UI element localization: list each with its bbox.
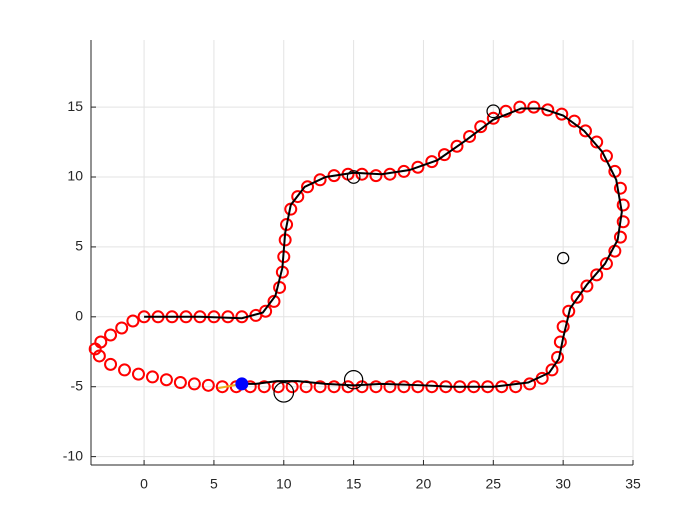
track-marker — [450, 139, 464, 153]
track-marker — [463, 129, 477, 143]
track-marker — [92, 349, 106, 363]
track-marker — [115, 321, 129, 335]
track-marker — [126, 314, 140, 328]
track-marker — [551, 350, 565, 364]
obstacle — [273, 381, 295, 403]
x-tick-label: 15 — [346, 476, 362, 492]
track-marker — [327, 380, 341, 394]
track-marker — [187, 377, 201, 391]
x-tick-label: 35 — [625, 476, 641, 492]
track-marker — [579, 124, 593, 138]
track-marker — [541, 103, 555, 117]
track-marker — [104, 328, 118, 342]
track-marker — [257, 380, 271, 394]
track-marker — [474, 120, 488, 134]
track-marker — [425, 155, 439, 169]
track-marker — [145, 370, 159, 384]
y-tick-label: 15 — [67, 98, 83, 114]
track-marker — [613, 230, 627, 244]
track-marker — [369, 380, 383, 394]
track-marker — [259, 304, 273, 318]
y-tick-label: -5 — [71, 377, 84, 393]
track-marker — [590, 135, 604, 149]
y-tick-label: 0 — [75, 308, 83, 324]
track-marker — [131, 367, 145, 381]
track-marker — [599, 257, 613, 271]
track-marker — [201, 378, 215, 392]
obstacle — [556, 251, 570, 265]
track-marker — [397, 380, 411, 394]
obstacle — [486, 104, 501, 119]
track-marker — [369, 169, 383, 183]
point — [235, 377, 249, 391]
x-tick-label: 0 — [140, 476, 148, 492]
track-marker — [553, 335, 567, 349]
track-marker — [567, 114, 581, 128]
x-tick-label: 20 — [416, 476, 432, 492]
track-marker — [383, 380, 397, 394]
track-marker — [94, 335, 108, 349]
track-marker — [590, 268, 604, 282]
track-marker — [499, 104, 513, 118]
track-marker — [267, 294, 281, 308]
track-marker — [313, 380, 327, 394]
line — [144, 107, 623, 388]
track-marker — [291, 190, 305, 204]
track-marker — [104, 357, 118, 371]
track-marker — [616, 198, 630, 212]
track-marker — [118, 363, 132, 377]
track-marker — [509, 380, 523, 394]
track-marker — [411, 160, 425, 174]
track-marker — [616, 215, 630, 229]
x-tick-label: 5 — [210, 476, 218, 492]
track-marker — [545, 363, 559, 377]
track-marker — [313, 173, 327, 187]
y-tick-label: -10 — [63, 447, 83, 463]
track-marker — [173, 376, 187, 390]
track-marker — [613, 181, 627, 195]
track-marker — [570, 290, 584, 304]
y-tick-label: 5 — [75, 238, 83, 254]
track-marker — [513, 100, 527, 114]
track-marker — [301, 180, 315, 194]
x-tick-label: 30 — [555, 476, 571, 492]
track-marker — [527, 100, 541, 114]
x-tick-label: 10 — [276, 476, 292, 492]
obstacle — [346, 170, 361, 184]
track-marker — [411, 380, 425, 394]
x-tick-label: 25 — [486, 476, 502, 492]
track-marker — [437, 148, 451, 162]
track-marker — [556, 320, 570, 334]
obstacle — [343, 370, 364, 390]
y-tick-label: 10 — [67, 168, 83, 184]
track-marker — [159, 373, 173, 387]
track-marker — [341, 380, 355, 394]
track-marker — [580, 279, 594, 293]
